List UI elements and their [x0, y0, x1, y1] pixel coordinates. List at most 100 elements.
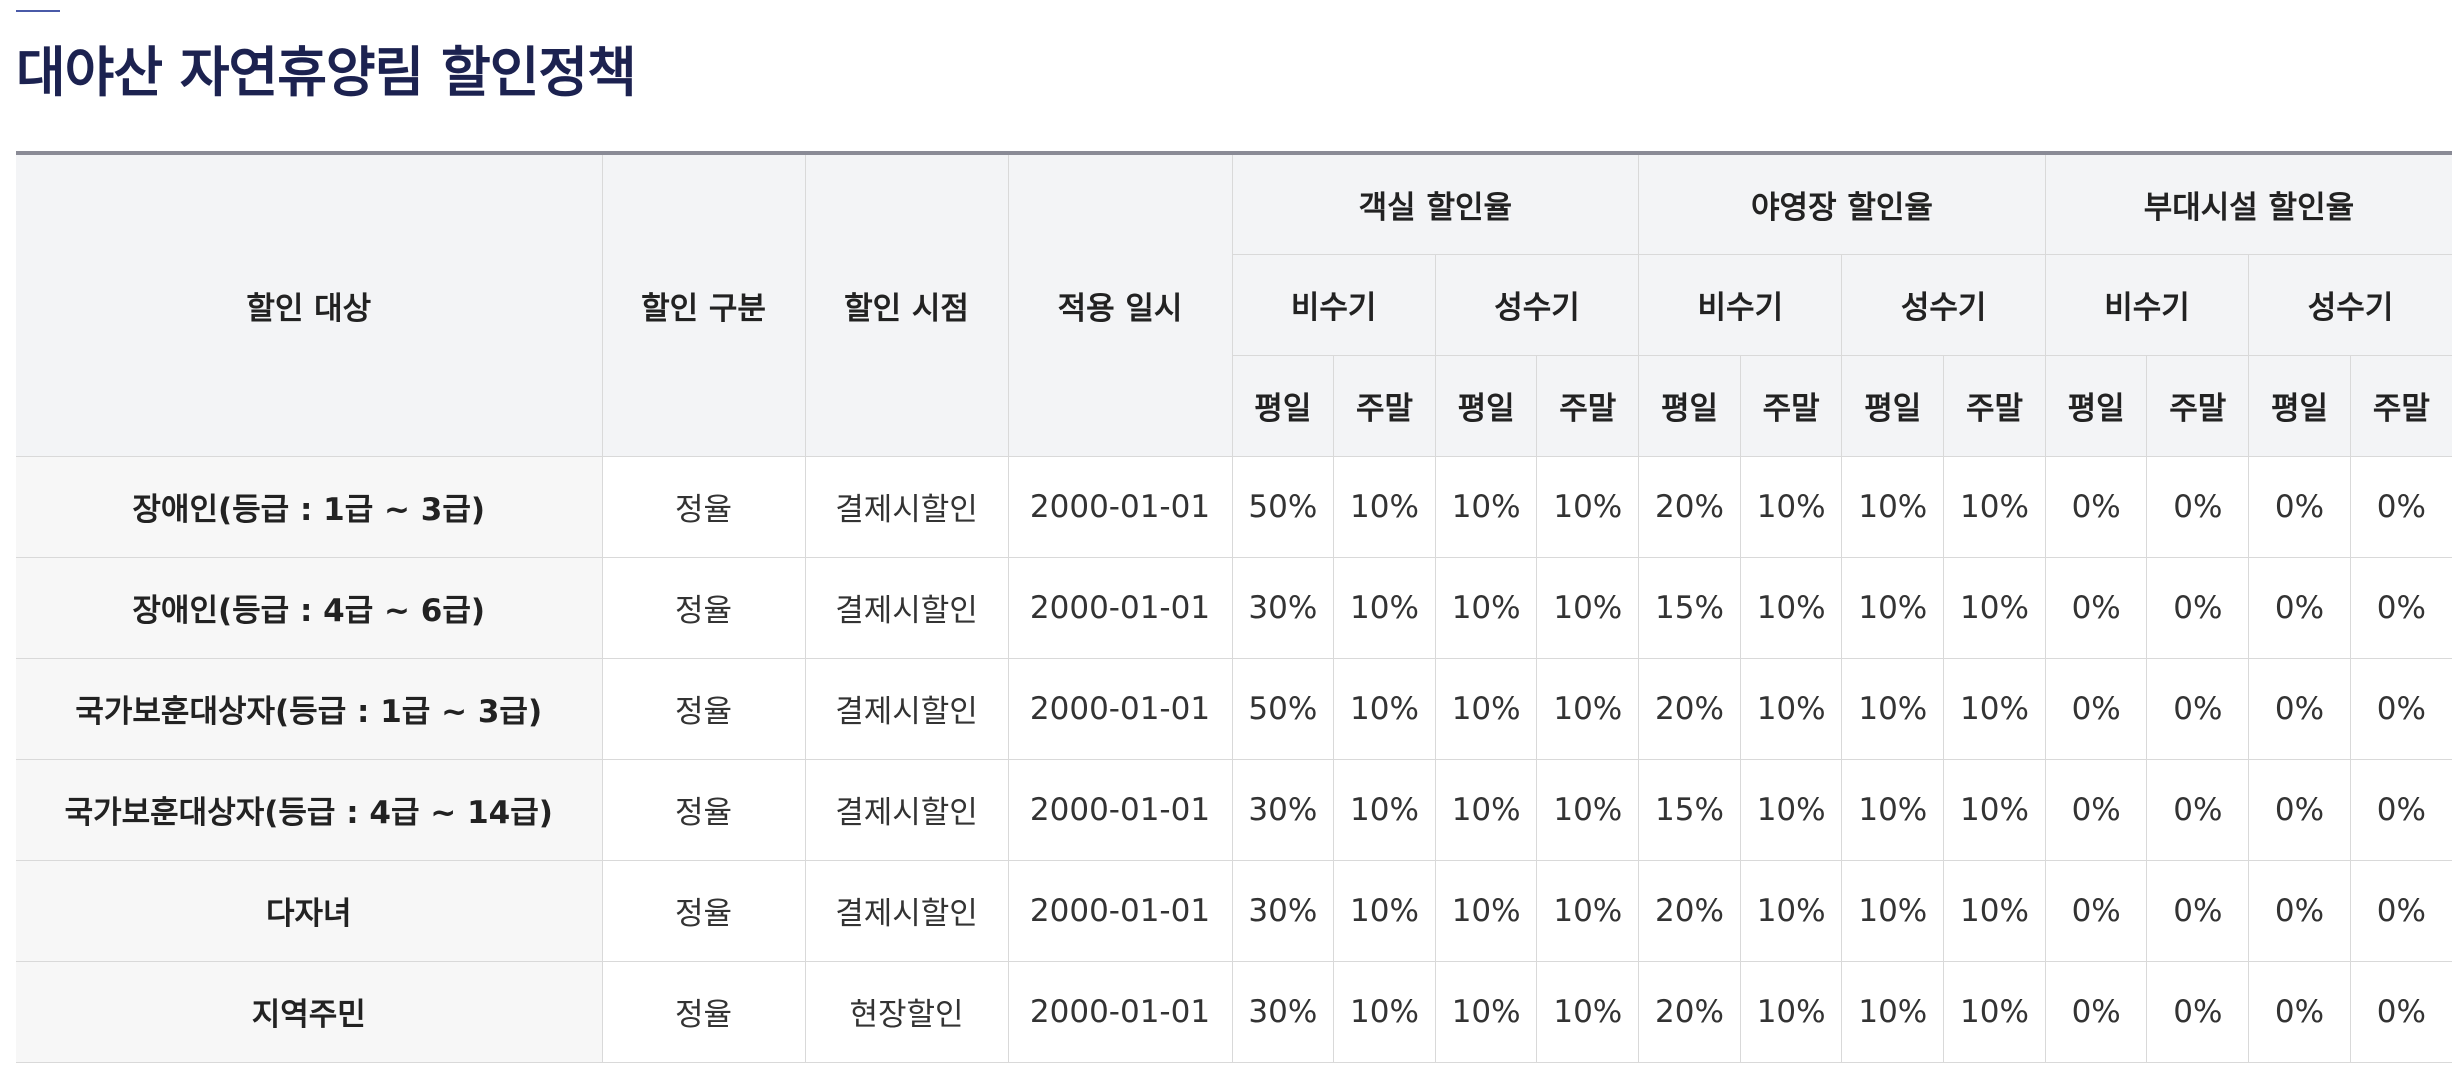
- header-peak-season: 성수기: [1434, 253, 1640, 356]
- cell-rate: 0%: [2349, 657, 2452, 760]
- header-weekday: 평일: [1841, 354, 1945, 457]
- cell-rate: 10%: [1333, 556, 1436, 659]
- cell-rate: 10%: [1434, 455, 1538, 558]
- header-timing: 할인 시점: [804, 152, 1009, 457]
- discount-policy-table: 할인 대상 할인 구분 할인 시점 적용 일시 객실 할인율 야영장 할인율 부…: [16, 151, 2452, 1063]
- cell-rate: 0%: [2146, 657, 2250, 760]
- cell-rate: 10%: [1536, 859, 1640, 962]
- table-row: 장애인(등급 : 1급 ~ 3급) 정율 결제시할인 2000-01-01 50…: [16, 455, 2452, 558]
- cell-rate: 15%: [1638, 556, 1741, 659]
- cell-rate: 0%: [2349, 455, 2452, 558]
- cell-rate: 10%: [1536, 556, 1640, 659]
- table-row: 다자녀 정율 결제시할인 2000-01-01 30% 10% 10% 10% …: [16, 859, 2452, 962]
- cell-type: 정율: [601, 960, 806, 1063]
- header-weekday: 평일: [1434, 354, 1538, 457]
- cell-target: 지역주민: [16, 960, 603, 1063]
- header-weekend: 주말: [2349, 354, 2452, 457]
- cell-rate: 0%: [2349, 556, 2452, 659]
- cell-rate: 10%: [1841, 859, 1945, 962]
- header-weekend: 주말: [2146, 354, 2250, 457]
- cell-rate: 0%: [2248, 657, 2351, 760]
- cell-date: 2000-01-01: [1007, 859, 1233, 962]
- cell-timing: 결제시할인: [804, 455, 1009, 558]
- cell-rate: 0%: [2248, 960, 2351, 1063]
- cell-target: 국가보훈대상자(등급 : 1급 ~ 3급): [16, 657, 603, 760]
- cell-rate: 10%: [1536, 657, 1640, 760]
- header-weekday: 평일: [1232, 354, 1335, 457]
- cell-timing: 결제시할인: [804, 859, 1009, 962]
- cell-target: 장애인(등급 : 1급 ~ 3급): [16, 455, 603, 558]
- header-off-season: 비수기: [1232, 253, 1436, 356]
- cell-rate: 0%: [2044, 960, 2148, 1063]
- cell-rate: 10%: [1943, 455, 2046, 558]
- cell-rate: 10%: [1536, 960, 1640, 1063]
- title-accent-line: [16, 10, 60, 12]
- cell-rate: 10%: [1841, 657, 1945, 760]
- cell-rate: 0%: [2044, 455, 2148, 558]
- cell-type: 정율: [601, 758, 806, 861]
- cell-target: 다자녀: [16, 859, 603, 962]
- page-title: 대야산 자연휴양림 할인정책: [16, 41, 637, 104]
- cell-rate: 10%: [1333, 758, 1436, 861]
- cell-rate: 0%: [2044, 859, 2148, 962]
- header-weekend: 주말: [1333, 354, 1436, 457]
- cell-type: 정율: [601, 657, 806, 760]
- cell-rate: 0%: [2044, 556, 2148, 659]
- cell-type: 정율: [601, 556, 806, 659]
- cell-target: 국가보훈대상자(등급 : 4급 ~ 14급): [16, 758, 603, 861]
- header-off-season: 비수기: [2044, 253, 2250, 356]
- header-weekend: 주말: [1739, 354, 1843, 457]
- cell-rate: 0%: [2248, 455, 2351, 558]
- cell-rate: 10%: [1841, 455, 1945, 558]
- cell-rate: 0%: [2146, 455, 2250, 558]
- cell-rate: 0%: [2146, 859, 2250, 962]
- header-off-season: 비수기: [1638, 253, 1843, 356]
- cell-timing: 결제시할인: [804, 556, 1009, 659]
- cell-rate: 0%: [2044, 758, 2148, 861]
- cell-timing: 현장할인: [804, 960, 1009, 1063]
- cell-rate: 10%: [1434, 859, 1538, 962]
- cell-rate: 0%: [2146, 758, 2250, 861]
- cell-rate: 10%: [1536, 455, 1640, 558]
- cell-target: 장애인(등급 : 4급 ~ 6급): [16, 556, 603, 659]
- cell-rate: 20%: [1638, 859, 1741, 962]
- cell-rate: 10%: [1943, 859, 2046, 962]
- cell-rate: 10%: [1943, 556, 2046, 659]
- header-weekend: 주말: [1943, 354, 2046, 457]
- table-body: 장애인(등급 : 1급 ~ 3급) 정율 결제시할인 2000-01-01 50…: [16, 455, 2452, 1063]
- header-type: 할인 구분: [601, 152, 806, 457]
- cell-rate: 10%: [1739, 758, 1843, 861]
- cell-rate: 20%: [1638, 657, 1741, 760]
- header-peak-season: 성수기: [1841, 253, 2046, 356]
- cell-rate: 10%: [1434, 758, 1538, 861]
- cell-date: 2000-01-01: [1007, 455, 1233, 558]
- cell-rate: 0%: [2248, 758, 2351, 861]
- cell-rate: 10%: [1333, 455, 1436, 558]
- cell-rate: 10%: [1943, 758, 2046, 861]
- cell-rate: 10%: [1434, 657, 1538, 760]
- cell-rate: 30%: [1231, 758, 1335, 861]
- cell-rate: 10%: [1739, 960, 1843, 1063]
- cell-timing: 결제시할인: [804, 657, 1009, 760]
- cell-timing: 결제시할인: [804, 758, 1009, 861]
- cell-rate: 50%: [1231, 657, 1335, 760]
- cell-rate: 10%: [1333, 859, 1436, 962]
- cell-rate: 10%: [1943, 657, 2046, 760]
- header-date: 적용 일시: [1007, 152, 1233, 457]
- header-weekend: 주말: [1536, 354, 1640, 457]
- cell-rate: 10%: [1434, 960, 1538, 1063]
- header-facility-rate: 부대시설 할인율: [2044, 152, 2452, 255]
- cell-rate: 10%: [1841, 758, 1945, 861]
- cell-rate: 10%: [1333, 657, 1436, 760]
- header-weekday: 평일: [2248, 354, 2351, 457]
- cell-date: 2000-01-01: [1007, 657, 1233, 760]
- cell-rate: 20%: [1638, 960, 1741, 1063]
- header-weekday: 평일: [1638, 354, 1741, 457]
- cell-rate: 10%: [1739, 657, 1843, 760]
- cell-rate: 10%: [1739, 455, 1843, 558]
- cell-rate: 10%: [1333, 960, 1436, 1063]
- cell-rate: 30%: [1231, 960, 1335, 1063]
- cell-rate: 0%: [2349, 859, 2452, 962]
- header-room-rate: 객실 할인율: [1231, 152, 1640, 255]
- header-camp-rate: 야영장 할인율: [1638, 152, 2046, 255]
